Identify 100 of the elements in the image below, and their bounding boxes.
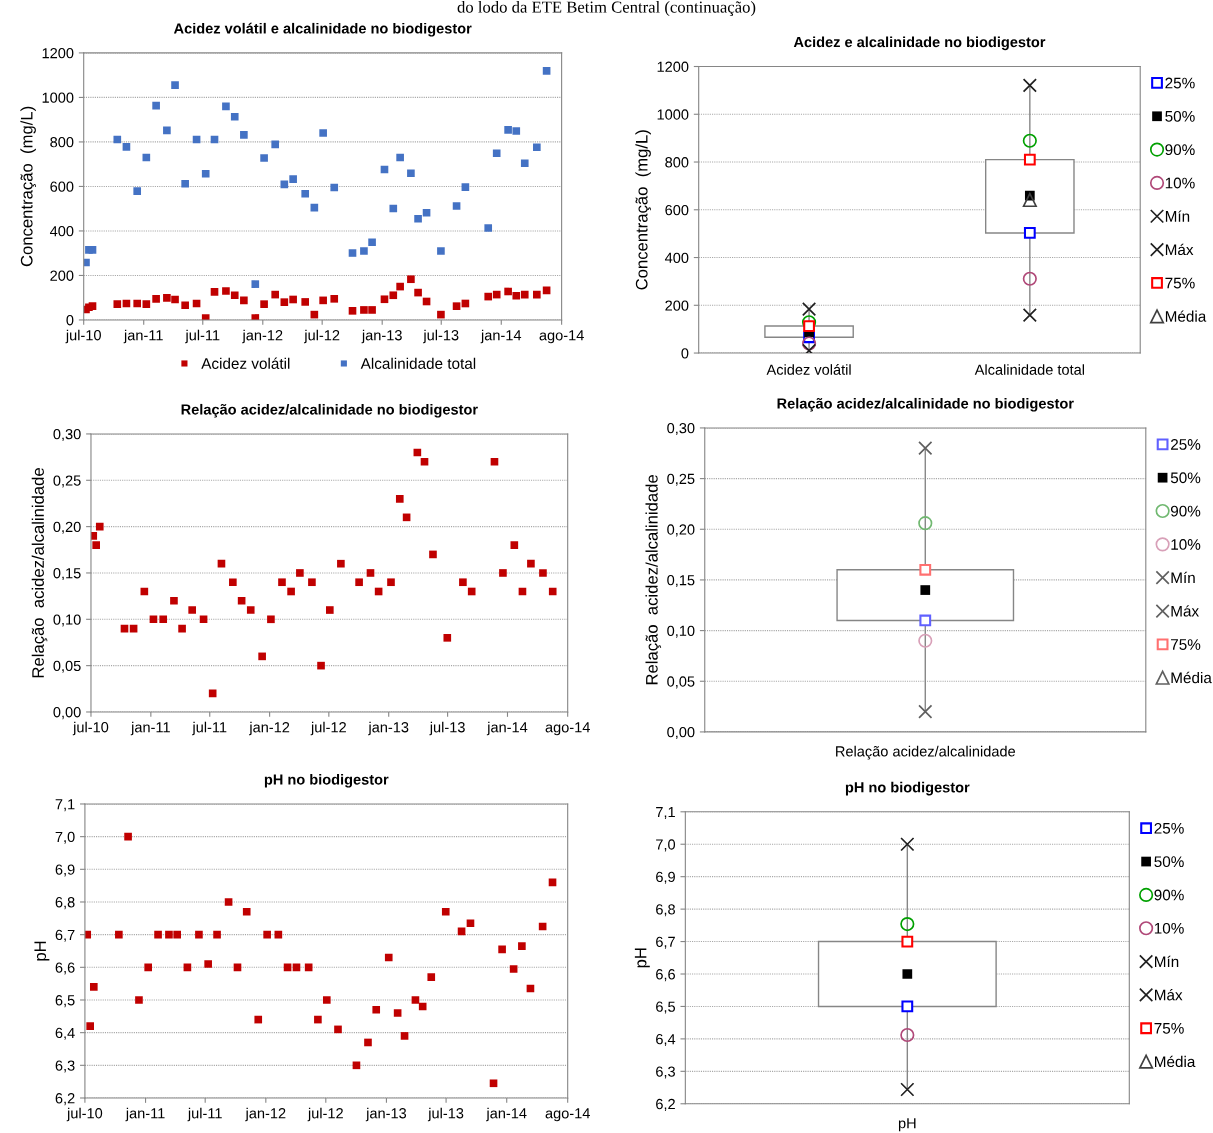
- y-tick-label: 0,25: [667, 473, 695, 486]
- y-tick-label: 0,00: [667, 727, 695, 740]
- legend-label: Máx: [1155, 989, 1183, 1001]
- y-tick-label: 7,0: [656, 839, 676, 852]
- x-tick-label: jan-11: [125, 1107, 165, 1122]
- x-tick-label: jul-11: [185, 329, 220, 344]
- chart-title: pH no biodigestor: [845, 781, 970, 796]
- x-tick-label: jan-14: [486, 1107, 527, 1122]
- x-axis-title: Relação acidez/alcalinidade: [836, 745, 1016, 760]
- legend-label: Mín: [1155, 955, 1179, 967]
- x-tick-label: ago-14: [539, 330, 584, 344]
- legend-label: 90%: [1170, 505, 1201, 517]
- y-tick-label: 6,6: [656, 969, 675, 982]
- x-tick-label: ago-14: [545, 1108, 590, 1122]
- x-tick-label: jul-12: [310, 721, 346, 736]
- legend-label: Mín: [1165, 210, 1190, 222]
- y-tick-label: 6,2: [656, 1098, 675, 1111]
- y-tick-label: 0,20: [53, 521, 81, 534]
- y-tick-label: 400: [49, 226, 74, 237]
- y-tick-label: 6,5: [656, 1001, 676, 1014]
- x-tick-label: ago-14: [545, 722, 590, 736]
- y-tick-label: 6,5: [55, 995, 75, 1008]
- y-tick-label: 0: [66, 315, 74, 326]
- y-tick-label: 6,6: [55, 962, 75, 975]
- y-tick-label: 0,10: [53, 614, 81, 627]
- text: do lodo da ETE Betim Central (continuação): [457, 1, 756, 17]
- y-tick-label: 0,15: [53, 568, 81, 581]
- y-tick-label: 1200: [657, 61, 689, 72]
- legend-label: 90%: [1154, 889, 1184, 901]
- y-tick-label: 0,30: [53, 429, 81, 442]
- y-tick-label: 7,1: [656, 807, 675, 819]
- x-tick-label: jan-11: [123, 329, 163, 344]
- x-tick-label: jul-10: [66, 1107, 103, 1122]
- y-tick-label: 6,9: [656, 871, 675, 884]
- x-tick-label: jul-12: [303, 329, 340, 344]
- y-tick-label: 1000: [657, 109, 689, 120]
- y-tick-label: 0,25: [53, 475, 81, 488]
- y-tick-label: 0,15: [667, 575, 695, 588]
- legend-label: Mín: [1171, 571, 1195, 584]
- legend-label: 10%: [1171, 539, 1201, 550]
- y-tick-label: 6,8: [55, 897, 75, 910]
- x-tick-label: jul-13: [429, 721, 465, 736]
- x-tick-label: jan-12: [242, 329, 283, 344]
- y-tick-label: 6,3: [656, 1066, 675, 1079]
- y-tick-label: 6,8: [656, 904, 675, 917]
- y-axis-title: pH: [34, 941, 50, 961]
- y-tick-label: 1000: [42, 92, 74, 103]
- chart-title: Acidez volátil e alcalinidade no biodigestor: [173, 22, 472, 37]
- chart-title: Relação acidez/alcalinidade no biodigestor: [181, 403, 478, 418]
- y-tick-label: 0,05: [667, 676, 695, 689]
- y-tick-label: 400: [664, 252, 689, 263]
- y-tick-label: 7,0: [55, 831, 75, 844]
- x-tick-label: jul-11: [187, 1107, 222, 1122]
- legend-label: 50%: [1165, 110, 1195, 122]
- legend-label: Média: [1165, 310, 1207, 322]
- y-axis-title: Relação acidez/alcalinidade: [645, 475, 662, 685]
- legend-label: 75%: [1171, 639, 1201, 650]
- x-axis-title: pH: [898, 1118, 916, 1132]
- legend-label: 75%: [1165, 277, 1195, 289]
- chart-title: Acidez e alcalinidade no biodigestor: [793, 36, 1046, 51]
- legend-label: 90%: [1165, 144, 1195, 156]
- x-tick-label: jul-13: [423, 329, 459, 344]
- y-tick-label: 0,10: [667, 625, 695, 638]
- legend-label: 25%: [1154, 822, 1184, 834]
- y-tick-label: 6,3: [55, 1060, 75, 1073]
- legend-label: 10%: [1154, 922, 1184, 934]
- x-tick-label: jan-12: [249, 721, 290, 736]
- y-axis-title: pH: [634, 948, 650, 968]
- x-tick-label: jan-13: [368, 721, 409, 736]
- x-tick-label: jul-12: [307, 1107, 343, 1122]
- y-axis-title: Concentração (mg/L): [635, 130, 651, 290]
- y-tick-label: 800: [665, 157, 689, 168]
- legend-label: Máx: [1165, 243, 1194, 256]
- y-tick-label: 600: [50, 181, 74, 192]
- y-tick-label: 0,20: [667, 524, 695, 537]
- x-tick-label: jul-11: [192, 721, 227, 736]
- y-tick-label: 6,7: [55, 929, 75, 942]
- x-tick-label: jul-10: [65, 329, 101, 344]
- legend-label: 50%: [1154, 856, 1184, 868]
- x-tick-label: jan-13: [361, 329, 402, 344]
- y-tick-label: 6,4: [656, 1033, 676, 1047]
- legend-label: Máx: [1171, 605, 1199, 617]
- y-tick-label: 0,00: [53, 707, 81, 720]
- y-tick-label: 600: [665, 204, 689, 216]
- legend-label: 25%: [1165, 77, 1195, 89]
- y-axis-title: Relação acidez/alcalinidade: [31, 468, 48, 678]
- y-tick-label: 7,1: [55, 799, 75, 812]
- legend-label: 10%: [1165, 177, 1195, 189]
- y-axis-title: Concentração (mg/L): [20, 106, 36, 267]
- x-tick-label: jul-13: [427, 1107, 464, 1122]
- y-tick-label: 200: [50, 270, 74, 281]
- x-tick-label: jan-14: [480, 329, 522, 344]
- y-tick-label: 0,05: [53, 660, 81, 673]
- y-tick-label: 0: [681, 348, 689, 359]
- legend-label: 75%: [1154, 1022, 1184, 1034]
- y-tick-label: 200: [665, 300, 689, 311]
- y-tick-label: 6,4: [55, 1027, 75, 1040]
- x-tick-label: jan-11: [130, 721, 170, 736]
- legend-label: Média: [1155, 1055, 1196, 1068]
- y-tick-label: 800: [50, 137, 74, 148]
